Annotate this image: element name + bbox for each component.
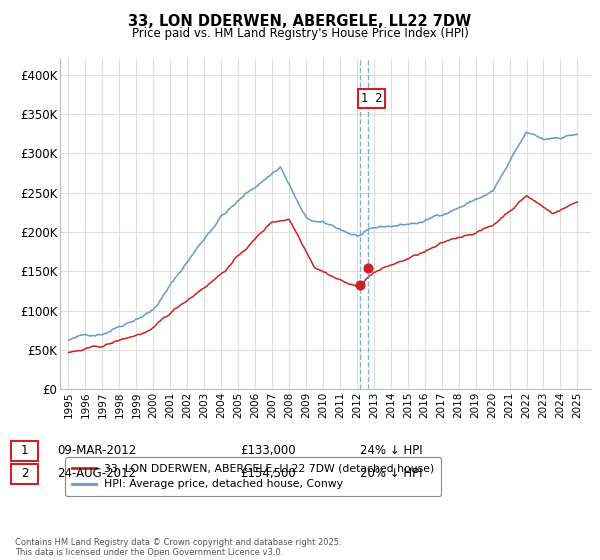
Point xyxy=(355,280,365,289)
Legend: 33, LON DDERWEN, ABERGELE, LL22 7DW (detached house), HPI: Average price, detach: 33, LON DDERWEN, ABERGELE, LL22 7DW (det… xyxy=(65,458,441,496)
Text: £154,500: £154,500 xyxy=(240,466,296,480)
Text: 24-AUG-2012: 24-AUG-2012 xyxy=(57,466,136,480)
Text: 2: 2 xyxy=(21,466,28,480)
Text: 1: 1 xyxy=(21,444,28,458)
Text: Price paid vs. HM Land Registry's House Price Index (HPI): Price paid vs. HM Land Registry's House … xyxy=(131,27,469,40)
Text: 24% ↓ HPI: 24% ↓ HPI xyxy=(360,444,422,458)
Text: 20% ↓ HPI: 20% ↓ HPI xyxy=(360,466,422,480)
Text: 09-MAR-2012: 09-MAR-2012 xyxy=(57,444,136,458)
Text: 1 2: 1 2 xyxy=(361,92,382,105)
Text: Contains HM Land Registry data © Crown copyright and database right 2025.
This d: Contains HM Land Registry data © Crown c… xyxy=(15,538,341,557)
Text: 33, LON DDERWEN, ABERGELE, LL22 7DW: 33, LON DDERWEN, ABERGELE, LL22 7DW xyxy=(128,14,472,29)
Text: £133,000: £133,000 xyxy=(240,444,296,458)
Point xyxy=(363,263,373,272)
